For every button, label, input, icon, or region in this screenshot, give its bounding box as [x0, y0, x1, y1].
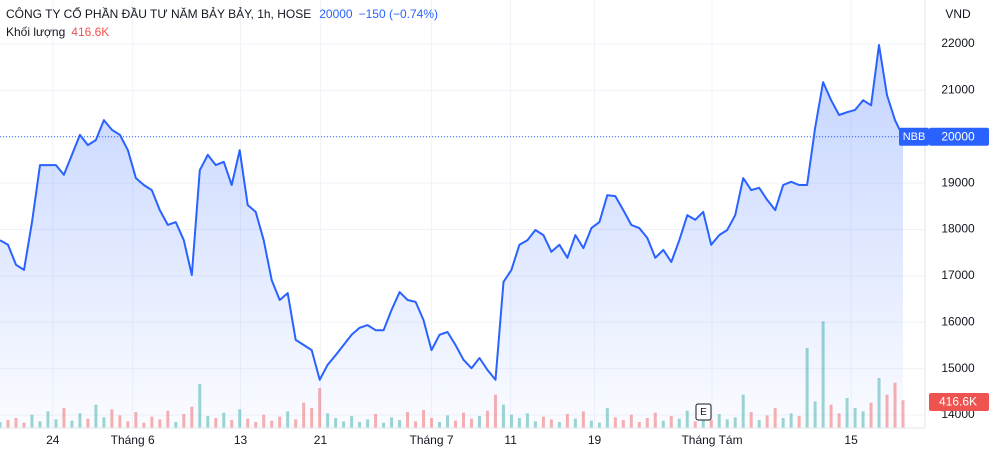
x-tick-label: Tháng 6 [111, 433, 155, 447]
y-tick-label: 22000 [941, 36, 975, 50]
y-tick-label: 21000 [941, 83, 975, 97]
price-tag-label: 20000 [941, 129, 975, 143]
x-tick-label: Tháng Tám [681, 433, 742, 447]
price-line [0, 44, 904, 381]
volume-bar [901, 400, 905, 428]
volume-legend-value: 416.6K [71, 25, 109, 39]
y-tick-label: 19000 [941, 175, 975, 189]
symbol-tag-label: NBB [903, 131, 926, 143]
y-tick-label: 17000 [941, 268, 975, 282]
last-price: 20000 [319, 7, 353, 21]
volume-legend: Khối lượng [6, 25, 65, 39]
event-marker[interactable]: E [700, 407, 707, 418]
x-tick-label: 11 [504, 433, 517, 447]
x-tick-label: 13 [234, 433, 248, 447]
y-tick-label: 18000 [941, 222, 975, 236]
price-pane [0, 44, 925, 428]
y-tick-label: 15000 [941, 361, 975, 375]
volume-tag [929, 393, 989, 411]
price-area [0, 45, 904, 428]
x-tick-label: 21 [314, 433, 328, 447]
volume-tag-label: 416.6K [939, 395, 977, 409]
price-change: −150 (−0.74%) [359, 7, 438, 21]
x-tick-label: 15 [844, 433, 858, 447]
symbol-tag [899, 127, 929, 146]
y-tick-label: 16000 [941, 314, 975, 328]
x-tick-label: 24 [46, 433, 60, 447]
event-marker-box[interactable] [695, 403, 712, 421]
chart-title: CÔNG TY CỔ PHẦN ĐẦU TƯ NĂM BẢY BẢY, 1h, … [6, 6, 311, 21]
x-tick-label: Tháng 7 [410, 433, 454, 447]
y-axis-unit: VND [945, 7, 971, 21]
x-tick-label: 19 [588, 433, 602, 447]
price-tag [929, 127, 989, 146]
